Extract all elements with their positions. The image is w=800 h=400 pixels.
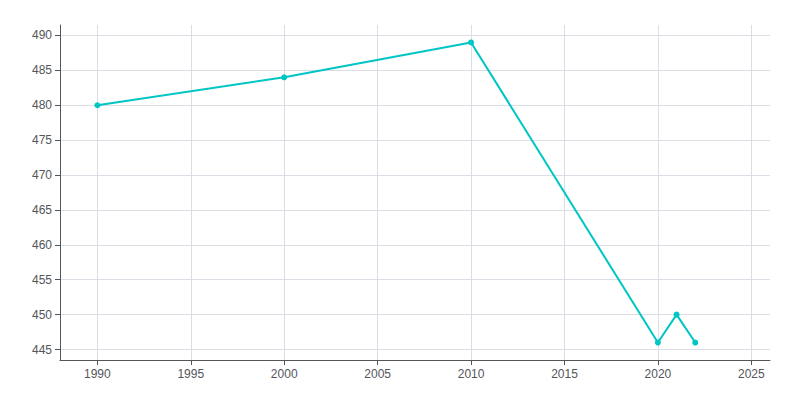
svg-text:2010: 2010 <box>458 367 485 381</box>
svg-text:485: 485 <box>32 63 52 77</box>
svg-text:2005: 2005 <box>364 367 391 381</box>
svg-text:2020: 2020 <box>645 367 672 381</box>
svg-text:455: 455 <box>32 273 52 287</box>
svg-text:2015: 2015 <box>551 367 578 381</box>
svg-text:475: 475 <box>32 133 52 147</box>
svg-text:490: 490 <box>32 28 52 42</box>
svg-text:450: 450 <box>32 308 52 322</box>
svg-text:2025: 2025 <box>738 367 765 381</box>
svg-text:470: 470 <box>32 168 52 182</box>
svg-text:460: 460 <box>32 238 52 252</box>
svg-text:1990: 1990 <box>84 367 111 381</box>
svg-text:480: 480 <box>32 98 52 112</box>
svg-text:445: 445 <box>32 343 52 357</box>
svg-text:465: 465 <box>32 203 52 217</box>
svg-text:1995: 1995 <box>177 367 204 381</box>
svg-text:2000: 2000 <box>271 367 298 381</box>
